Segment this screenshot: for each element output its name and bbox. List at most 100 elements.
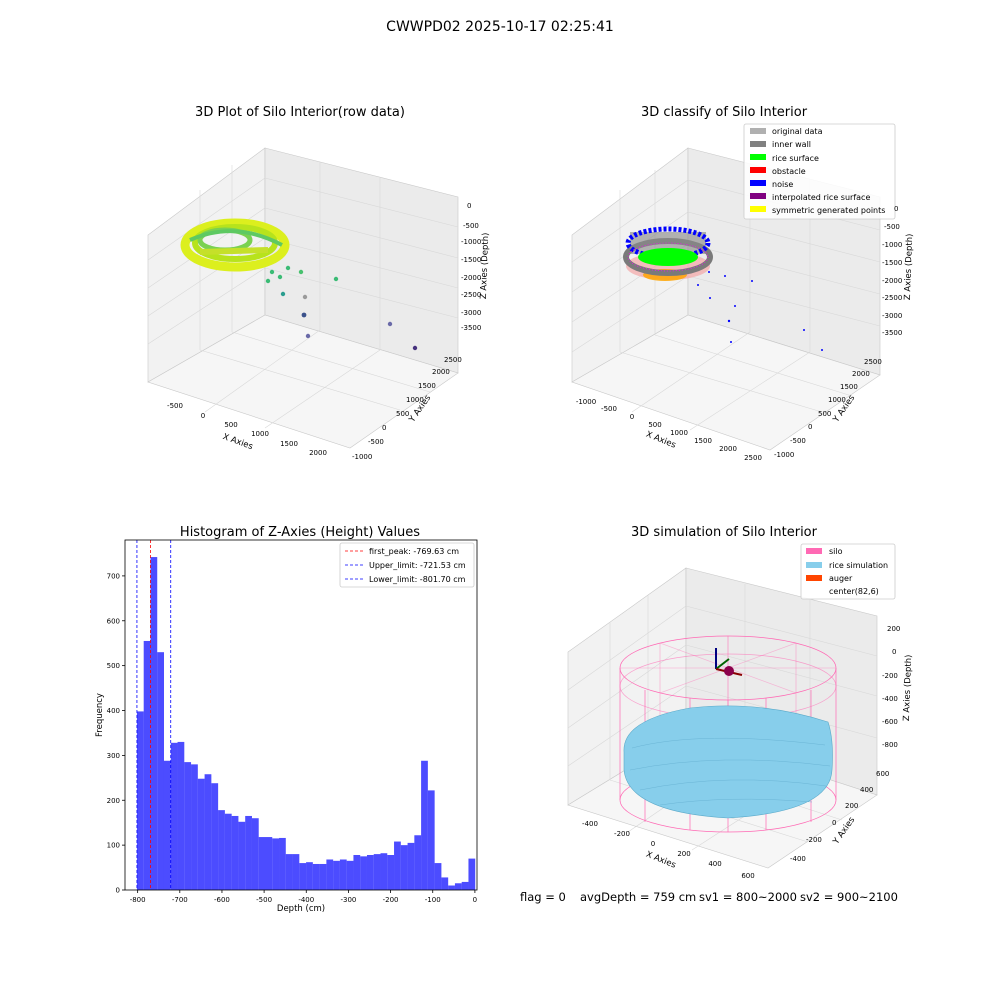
raw-xtick: 500	[224, 421, 237, 429]
x-tick-label: -600	[214, 896, 230, 904]
classify-ytick: 0	[808, 423, 812, 431]
histogram-bar	[292, 854, 300, 890]
histogram-bar	[272, 838, 280, 890]
histogram-bar	[231, 815, 239, 890]
legend-swatch-rice-simulation	[806, 562, 822, 568]
raw-panel-title: 3D Plot of Silo Interior(row data)	[195, 105, 405, 120]
legend-label: inner wall	[772, 140, 811, 149]
legend-label: center(82,6)	[829, 587, 879, 596]
classify-xtick: 0	[630, 413, 634, 421]
histogram-bar	[136, 711, 144, 890]
histogram-y-ticks: 0 100 200 300 400 500 600 700	[107, 572, 125, 895]
raw-ytick: -500	[368, 438, 384, 446]
simulation-ytick: 0	[832, 819, 836, 827]
classify-ytick: -500	[790, 437, 806, 445]
legend-swatch-obstacle	[750, 167, 766, 173]
x-tick-label: -400	[298, 896, 314, 904]
x-tick-label: -200	[383, 896, 399, 904]
simulation-ztick: -200	[882, 672, 898, 680]
x-tick-label: -300	[340, 896, 356, 904]
raw-ytick: -1000	[352, 453, 372, 461]
legend-label: first_peak: -769.63 cm	[369, 547, 459, 556]
legend-swatch-interpolated	[750, 193, 766, 199]
footer-status: flag = 0 avgDepth = 759 cm sv1 = 800~200…	[520, 890, 898, 904]
histogram-x-ticks: -800 -700 -600 -500 -400 -300 -200 -100 0	[130, 890, 477, 904]
classify-xtick: 500	[648, 421, 661, 429]
simulation-xtick: -200	[614, 830, 630, 838]
classify-ytick: 2500	[864, 358, 882, 366]
raw-ztick: -1500	[461, 256, 481, 264]
simulation-ztick: -800	[882, 741, 898, 749]
histogram-bar	[326, 859, 334, 890]
y-tick-label: 200	[107, 797, 120, 805]
histogram-bar	[251, 818, 259, 890]
histogram-bar	[353, 855, 361, 890]
raw-3d-panes	[147, 147, 459, 449]
histogram-bar	[204, 774, 212, 890]
raw-data-panel: 3D Plot of Silo Interior(row data)	[147, 105, 491, 461]
rice-simulation-surface	[623, 705, 833, 819]
classify-ztick: -3000	[882, 312, 902, 320]
histogram-frame	[124, 539, 478, 891]
simulation-xtick: 0	[651, 840, 655, 848]
figure-suptitle: CWWPD02 2025-10-17 02:25:41	[386, 19, 614, 35]
y-tick-label: 100	[107, 842, 120, 850]
classify-ztick: -3500	[882, 329, 902, 337]
classify-xtick: -500	[601, 405, 617, 413]
raw-xtick: 1500	[280, 440, 298, 448]
classify-panel: 3D classify of Silo Interior	[571, 105, 915, 462]
legend-label: rice surface	[772, 154, 819, 163]
histogram-bar	[299, 863, 307, 890]
histogram-bar	[306, 862, 313, 890]
raw-ztick: -500	[463, 222, 479, 230]
legend-label: obstacle	[772, 167, 806, 176]
raw-ztick: -3500	[461, 324, 481, 332]
histogram-title: Histogram of Z-Axies (Height) Values	[180, 525, 420, 540]
histogram-bar	[238, 821, 246, 890]
y-tick-label: 0	[116, 887, 120, 895]
legend-swatch-noise	[750, 180, 766, 186]
classify-zlabel: Z Axies (Depth)	[903, 233, 915, 300]
histogram-bar	[454, 883, 462, 890]
histogram-bar	[285, 854, 293, 890]
histogram-bar	[421, 760, 428, 890]
simulation-xtick: -400	[582, 820, 598, 828]
classify-ytick: 1000	[828, 396, 846, 404]
legend-label: Lower_limit: -801.70 cm	[369, 575, 466, 584]
histogram-bar	[312, 863, 320, 890]
histogram-bar	[407, 842, 415, 890]
histogram-bar	[245, 815, 252, 890]
histogram-bar	[184, 762, 192, 890]
classify-xtick: 1000	[670, 429, 688, 437]
histogram-bar	[434, 863, 442, 890]
legend-swatch-rice-surface	[750, 154, 766, 160]
histogram-bar	[400, 845, 408, 890]
raw-xlabel: X Axies	[221, 432, 254, 452]
classify-ztick: -2000	[882, 277, 902, 285]
histogram-bar	[163, 760, 171, 890]
histogram-bar	[143, 640, 151, 890]
simulation-ytick: -200	[806, 836, 822, 844]
raw-ztick: -2500	[461, 291, 481, 299]
y-tick-label: 400	[107, 707, 120, 715]
raw-ytick: 500	[396, 410, 409, 418]
simulation-ztick: -600	[882, 718, 898, 726]
classify-xtick: 2500	[744, 454, 762, 462]
histogram-bar	[414, 835, 422, 890]
simulation-panel-title: 3D simulation of Silo Interior	[631, 525, 818, 540]
simulation-ytick: -400	[790, 855, 806, 863]
histogram-panel: Histogram of Z-Axies (Height) Values -80…	[95, 525, 478, 914]
simulation-ztick: -400	[882, 695, 898, 703]
histogram-bar	[346, 860, 354, 890]
histogram-bar	[258, 837, 266, 890]
raw-ztick: 0	[467, 202, 471, 210]
raw-point-cloud	[180, 218, 418, 351]
raw-xtick: 1000	[251, 430, 269, 438]
histogram-bar	[468, 858, 476, 890]
avg-depth-text: avgDepth = 759 cm	[580, 890, 696, 904]
simulation-ytick: 400	[860, 786, 873, 794]
legend-swatch-original-data	[750, 128, 766, 134]
legend-label: auger	[829, 574, 853, 583]
simulation-legend: silo rice simulation auger center(82,6)	[800, 543, 896, 600]
